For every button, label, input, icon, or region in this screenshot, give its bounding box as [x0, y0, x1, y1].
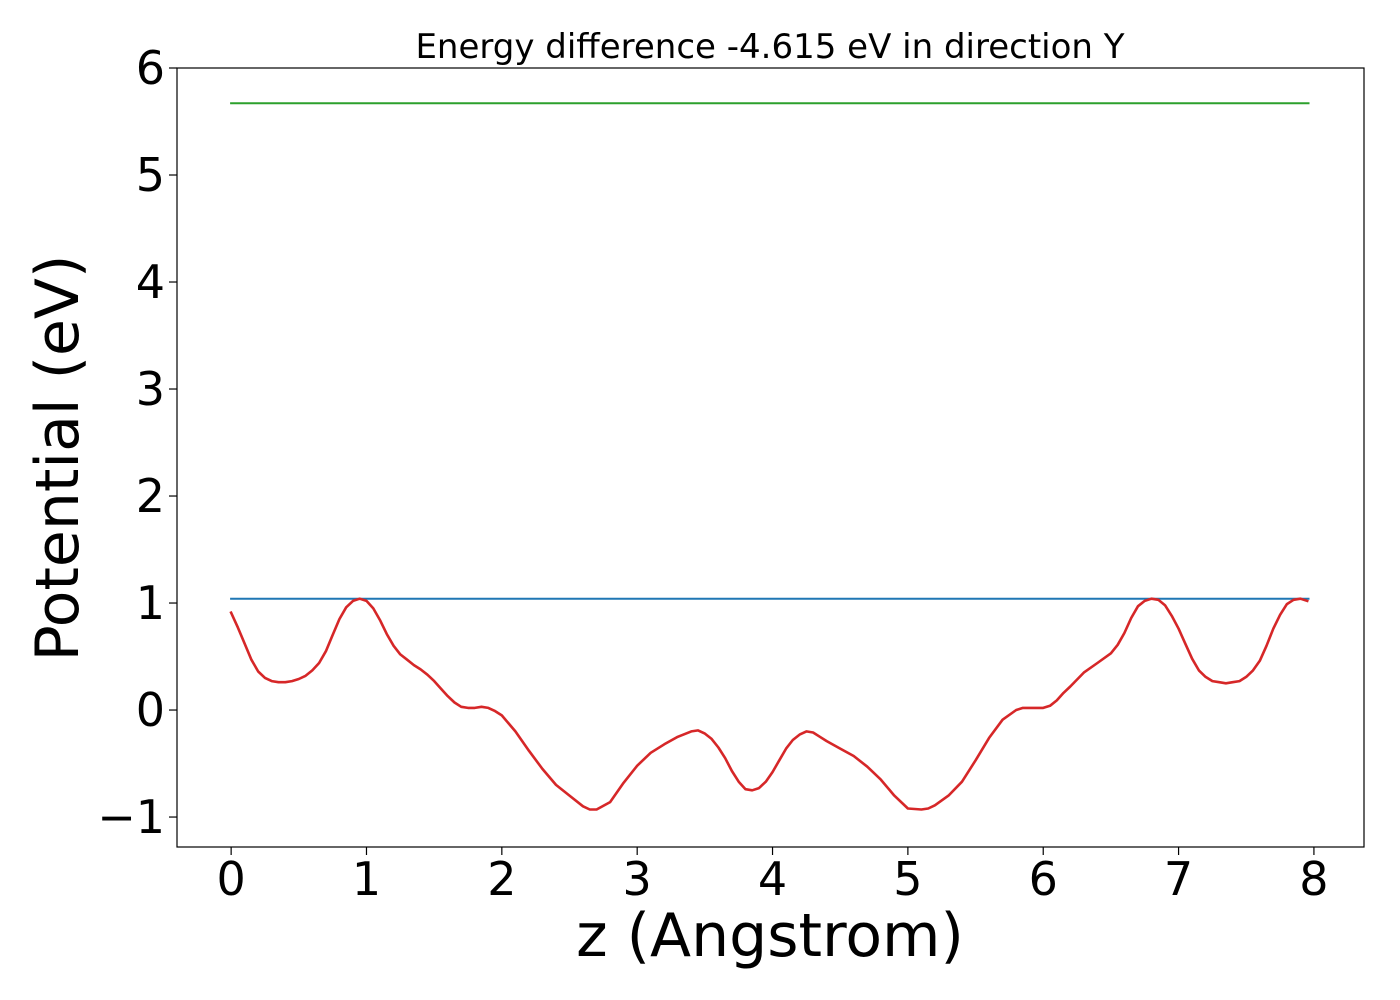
x-tick-label: 8	[1299, 852, 1328, 906]
y-tick-label: 4	[136, 255, 165, 309]
y-axis-label: Potential (eV)	[23, 255, 93, 662]
chart-title: Energy difference -4.615 eV in direction…	[415, 27, 1124, 67]
x-axis-ticks: 0 1 2 3 4 5 6 7 8	[216, 847, 1329, 906]
y-tick-label: 1	[136, 576, 165, 630]
x-tick-label: 0	[216, 852, 245, 906]
y-tick-label: 3	[136, 362, 165, 416]
y-tick-label: 0	[136, 683, 165, 737]
y-tick-label: 2	[136, 469, 165, 523]
y-tick-label: 6	[136, 41, 165, 95]
y-tick-label: 5	[136, 148, 165, 202]
x-tick-label: 7	[1164, 852, 1193, 906]
x-tick-label: 3	[623, 852, 652, 906]
x-tick-label: 2	[487, 852, 516, 906]
series-line-3	[229, 597, 1309, 811]
x-tick-label: 1	[352, 852, 381, 906]
x-tick-label: 6	[1029, 852, 1058, 906]
x-tick-label: 5	[893, 852, 922, 906]
y-axis-ticks: −1 0 1 2 3 4 5 6	[97, 41, 177, 844]
axes-frame	[176, 67, 1365, 848]
x-axis-label: z (Angstrom)	[576, 901, 964, 971]
y-tick-label: −1	[97, 790, 165, 844]
plot-area	[176, 67, 1365, 848]
x-tick-label: 4	[758, 852, 787, 906]
